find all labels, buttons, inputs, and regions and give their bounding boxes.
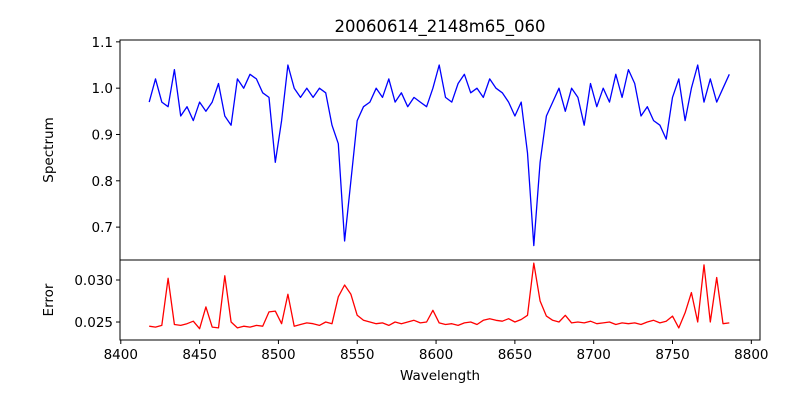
y-tick-label: 1.0 [92,81,113,97]
x-axis-label: Wavelength [400,368,480,384]
x-tick-label: 8400 [104,347,138,363]
y-tick-label: 0.8 [92,174,113,190]
error-axes: 0.025 0.030 8400 8450 8500 8550 8600 8650 8700 87… [74,259,769,363]
x-tick-label: 8550 [340,347,374,363]
y-tick-label: 0.9 [92,127,113,143]
x-tick-label: 8650 [498,347,532,363]
spectrum-axes: 0.7 0.8 0.9 1.0 1.1 [92,35,761,261]
y-axis-label-spectrum: Spectrum [41,117,57,182]
spectrum-line [148,64,730,247]
y-tick-label: 0.025 [74,315,113,331]
chart-title: 20060614_2148m65_060 [334,17,545,37]
x-tick-label: 8800 [734,347,768,363]
y-axis-label-error: Error [41,283,57,316]
x-tick-label: 8600 [419,347,453,363]
y-tick-label: 0.7 [92,220,113,236]
x-tick-label: 8500 [261,347,295,363]
error-line [149,262,730,330]
x-tick-label: 8450 [182,347,216,363]
x-tick-label: 8750 [655,347,689,363]
y-tick-label: 0.030 [74,273,113,289]
axes-frame [119,39,761,261]
axes-frame [119,259,761,341]
x-tick-label: 8700 [577,347,611,363]
y-tick-label: 1.1 [92,35,113,51]
